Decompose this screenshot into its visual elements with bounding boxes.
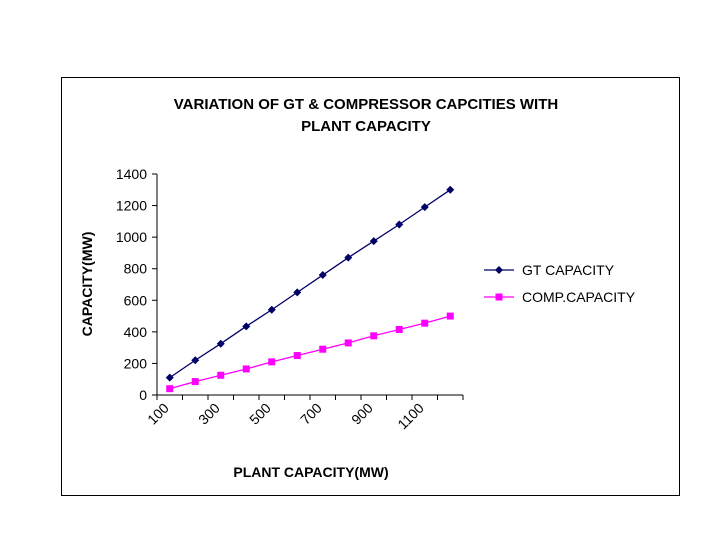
series-line-gt-capacity xyxy=(169,189,451,379)
data-point xyxy=(420,203,429,212)
data-point xyxy=(319,345,327,353)
data-point xyxy=(395,325,403,333)
data-point xyxy=(217,371,225,379)
data-point xyxy=(344,339,352,347)
data-point xyxy=(395,220,404,229)
y-tick-label: 200 xyxy=(124,355,148,371)
x-tick-label: 500 xyxy=(246,400,274,428)
data-point xyxy=(216,339,225,348)
data-point xyxy=(293,352,301,360)
data-point xyxy=(369,237,378,246)
data-point xyxy=(421,319,429,327)
data-point xyxy=(191,356,200,365)
x-tick-label: 900 xyxy=(348,400,376,428)
x-axis-label: PLANT CAPACITY(MW) xyxy=(233,464,388,480)
legend: GT CAPACITY COMP.CAPACITY xyxy=(484,262,636,305)
y-tick-label: 1400 xyxy=(116,166,147,182)
data-point xyxy=(446,312,454,320)
y-tick-label: 1200 xyxy=(116,198,147,214)
chart-title-line-2: PLANT CAPACITY xyxy=(301,118,431,135)
data-point xyxy=(166,385,174,393)
y-ticks: 0 200 400 600 800 1000 1200 1400 xyxy=(116,166,157,403)
y-tick-label: 400 xyxy=(124,324,148,340)
series-layer xyxy=(165,185,455,393)
series-line-comp-capacity xyxy=(169,315,451,390)
x-tick-label: 300 xyxy=(195,400,223,428)
data-point xyxy=(370,332,378,340)
legend-marker xyxy=(495,266,503,274)
x-tick-label: 100 xyxy=(144,400,172,428)
chart-title-line-1: VARIATION OF GT & COMPRESSOR CAPCITIES W… xyxy=(174,96,558,113)
legend-marker xyxy=(495,293,503,301)
data-point xyxy=(344,253,353,262)
legend-label: GT CAPACITY xyxy=(522,262,615,278)
series-gt-capacity xyxy=(165,185,455,382)
data-point xyxy=(242,322,251,331)
legend-label: COMP.CAPACITY xyxy=(522,289,636,305)
data-point xyxy=(268,358,276,366)
y-tick-label: 600 xyxy=(124,292,148,308)
data-point xyxy=(165,373,174,382)
data-point xyxy=(191,378,199,386)
chart-frame xyxy=(61,77,680,496)
series-comp-capacity xyxy=(166,312,454,393)
data-point xyxy=(267,305,276,314)
data-point xyxy=(293,288,302,297)
legend-item-comp-capacity: COMP.CAPACITY xyxy=(484,289,636,305)
y-tick-label: 800 xyxy=(124,261,148,277)
data-point xyxy=(446,185,455,194)
y-axis-label: CAPACITY(MW) xyxy=(79,232,95,337)
y-tick-label: 1000 xyxy=(116,229,147,245)
data-point xyxy=(242,365,250,373)
data-point xyxy=(318,271,327,280)
legend-item-gt-capacity: GT CAPACITY xyxy=(484,262,615,278)
x-tick-label: 1100 xyxy=(394,400,427,433)
x-tick-label: 700 xyxy=(297,400,325,428)
x-ticks: 100 300 500 700 900 1100 xyxy=(144,395,464,433)
y-tick-label: 0 xyxy=(139,387,147,403)
